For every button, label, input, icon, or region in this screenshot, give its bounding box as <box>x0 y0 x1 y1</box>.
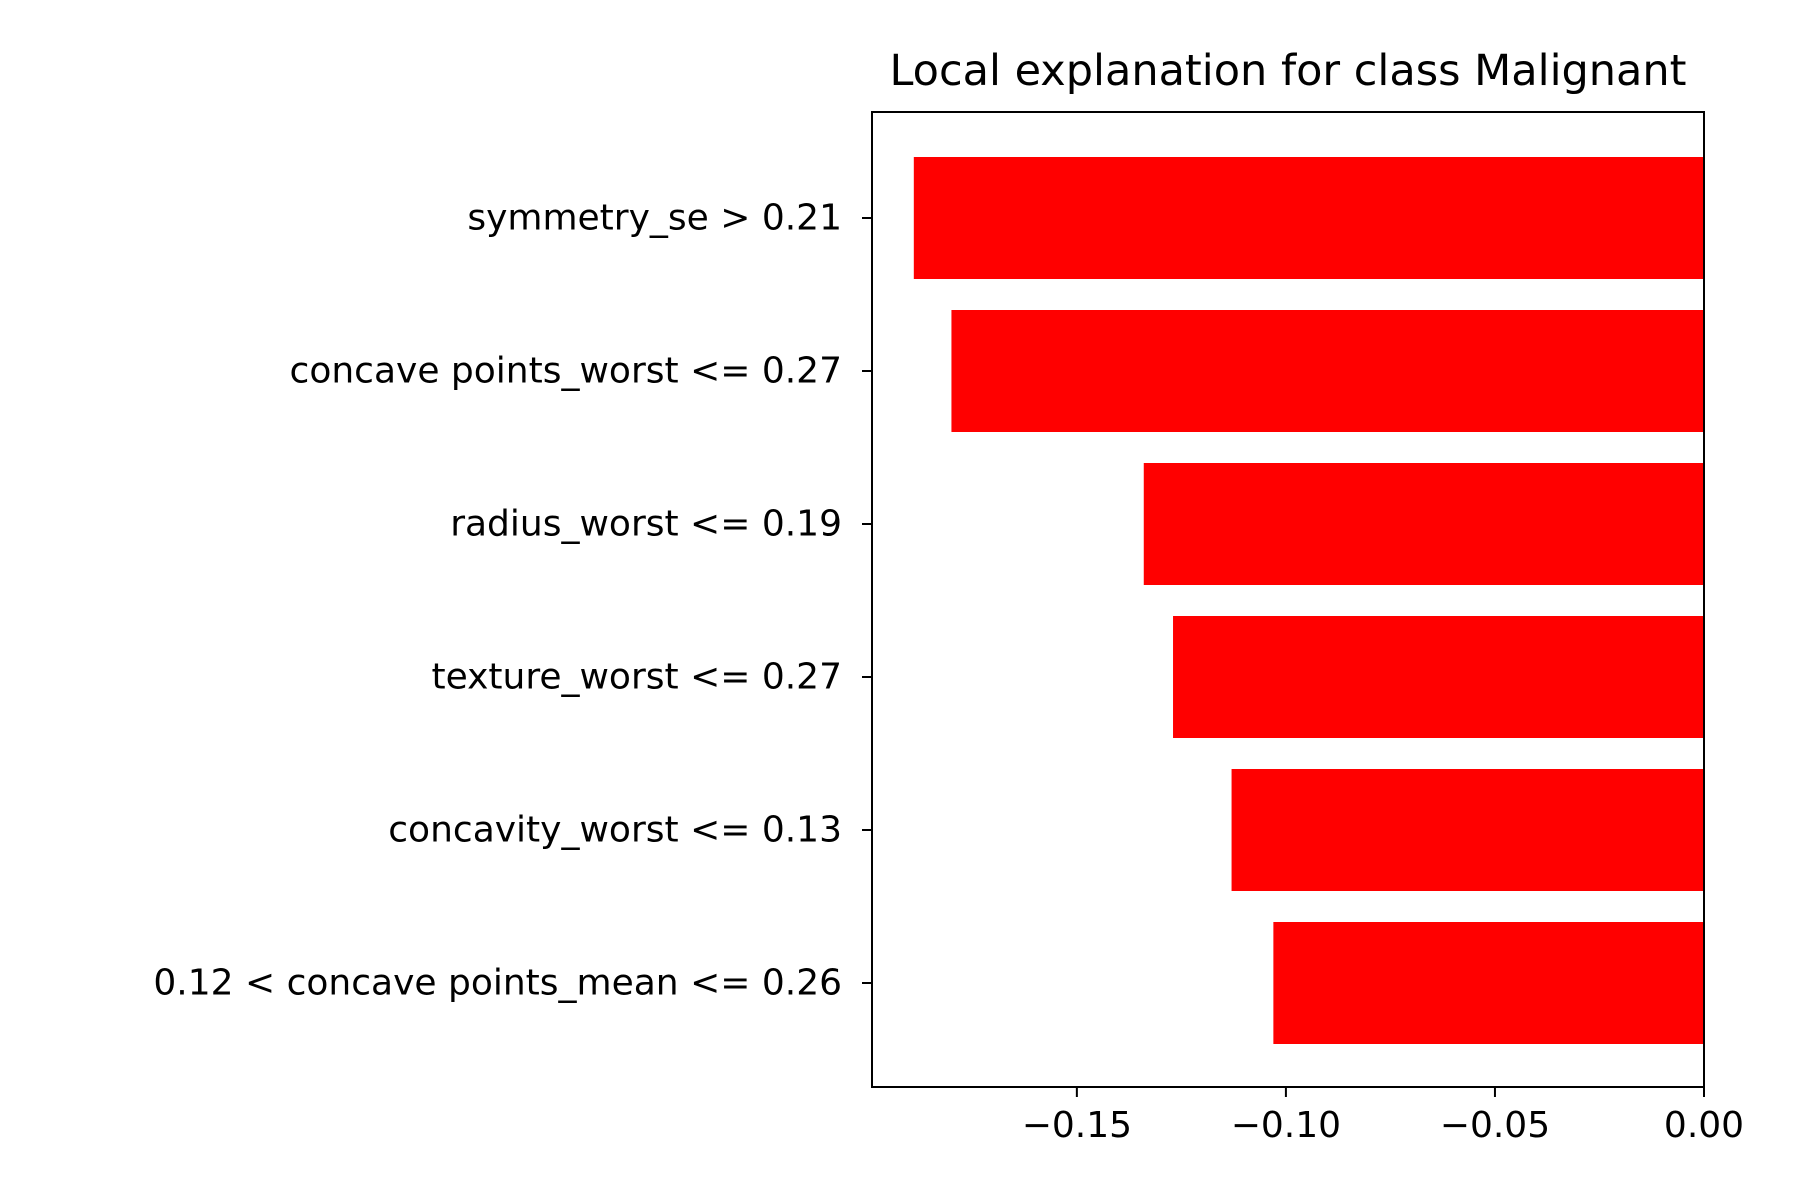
bar-1 <box>951 310 1704 432</box>
x-tick-label-3: 0.00 <box>1664 1105 1744 1146</box>
y-tick-label-2: radius_worst <= 0.19 <box>450 504 842 545</box>
y-tick-label-4: concavity_worst <= 0.13 <box>388 810 842 851</box>
y-tick-label-1: concave points_worst <= 0.27 <box>290 351 842 392</box>
bar-0 <box>913 157 1704 279</box>
plot-frame <box>871 111 1705 1088</box>
bar-3 <box>1173 616 1704 738</box>
y-tick-label-0: symmetry_se > 0.21 <box>467 198 842 239</box>
bar-2 <box>1143 463 1704 585</box>
x-tick-label-2: −0.05 <box>1440 1105 1550 1146</box>
x-tick-label-1: −0.10 <box>1231 1105 1341 1146</box>
bar-4 <box>1231 769 1704 891</box>
chart-title: Local explanation for class Malignant <box>889 46 1686 96</box>
bars-layer <box>913 157 1704 1044</box>
x-axis: −0.15 −0.10 −0.05 0.00 <box>1022 1087 1744 1146</box>
bar-5 <box>1273 922 1704 1044</box>
y-axis: symmetry_se > 0.21 concave points_worst <… <box>153 198 872 1004</box>
x-tick-label-0: −0.15 <box>1022 1105 1132 1146</box>
y-tick-label-5: 0.12 < concave points_mean <= 0.26 <box>153 963 842 1004</box>
y-tick-label-3: texture_worst <= 0.27 <box>431 657 842 698</box>
